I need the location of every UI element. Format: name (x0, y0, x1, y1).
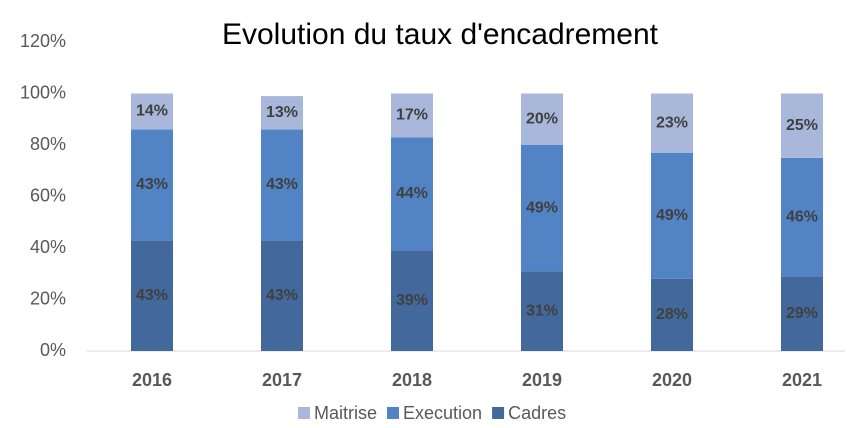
value-label: 25% (786, 117, 818, 134)
x-tick-label: 2017 (262, 370, 302, 390)
bar-segment (651, 93, 693, 153)
bar-segment (391, 250, 433, 351)
value-label: 17% (396, 107, 428, 124)
value-label: 46% (786, 208, 818, 225)
x-tick-label: 2019 (522, 370, 562, 390)
y-tick-label: 0% (40, 340, 66, 360)
x-tick-label: 2018 (392, 370, 432, 390)
value-label: 20% (526, 110, 558, 127)
value-label: 49% (526, 199, 558, 216)
x-tick-label: 2021 (782, 370, 822, 390)
bar-segment (261, 129, 303, 241)
y-tick-label: 60% (30, 185, 66, 205)
value-label: 43% (266, 176, 298, 193)
legend-label: Execution (403, 403, 482, 423)
bar-segment (131, 240, 173, 351)
value-label: 43% (136, 176, 168, 193)
value-label: 29% (786, 305, 818, 322)
y-tick-label: 20% (30, 288, 66, 308)
chart-title: Evolution du taux d'encadrement (222, 18, 659, 51)
value-label: 13% (266, 104, 298, 121)
value-label: 43% (266, 287, 298, 304)
legend-swatch (298, 407, 310, 419)
bar-segment (781, 276, 823, 351)
legend-label: Maitrise (314, 403, 377, 423)
bar-segment (781, 157, 823, 277)
bar-segment (391, 93, 433, 138)
legend-swatch (492, 407, 505, 419)
value-label: 39% (396, 292, 428, 309)
bar-segment (261, 96, 303, 130)
value-label: 44% (396, 185, 428, 202)
bar-segment (651, 278, 693, 351)
y-tick-label: 100% (20, 82, 66, 102)
bar-segment (261, 240, 303, 351)
y-tick-label: 120% (20, 31, 66, 51)
legend-label: Cadres (508, 403, 566, 423)
legend-swatch (387, 407, 400, 419)
bar-segment (521, 145, 563, 272)
bar-segment (131, 93, 173, 130)
value-label: 31% (526, 302, 558, 319)
y-tick-label: 40% (30, 237, 66, 257)
bar-segment (651, 152, 693, 279)
bar-segment (521, 93, 563, 145)
y-tick-label: 80% (30, 134, 66, 154)
value-label: 28% (656, 306, 688, 323)
x-tick-label: 2020 (652, 370, 692, 390)
value-label: 49% (656, 207, 688, 224)
bar-segment (781, 93, 823, 158)
bar-segment (391, 137, 433, 251)
value-label: 43% (136, 287, 168, 304)
bar-segment (131, 129, 173, 241)
value-label: 14% (136, 103, 168, 120)
value-label: 23% (656, 114, 688, 131)
bar-segment (521, 271, 563, 351)
x-tick-label: 2016 (132, 370, 172, 390)
